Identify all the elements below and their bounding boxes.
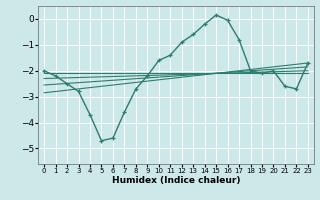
X-axis label: Humidex (Indice chaleur): Humidex (Indice chaleur) xyxy=(112,176,240,185)
